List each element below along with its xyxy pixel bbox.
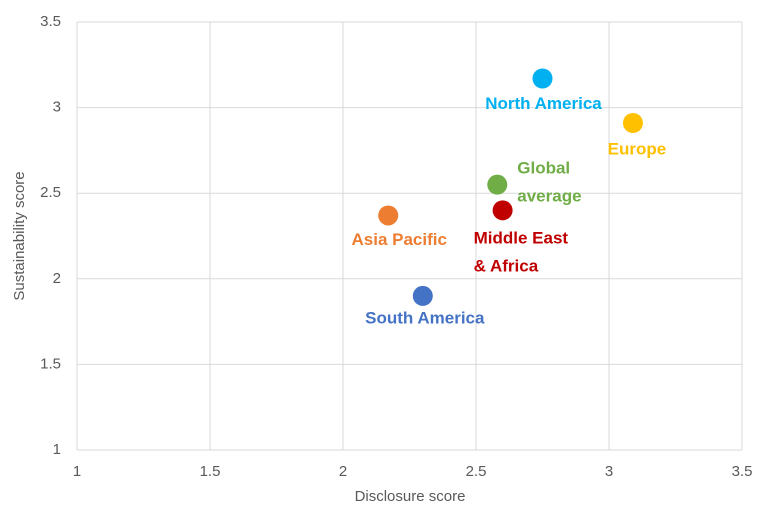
x-tick-label: 3 xyxy=(605,463,613,480)
point xyxy=(492,200,513,221)
x-tick-label: 1 xyxy=(73,463,81,480)
y-tick-label: 3 xyxy=(53,99,61,116)
x-tick-label: 1.5 xyxy=(200,463,221,480)
y-tick-label: 2 xyxy=(53,270,61,287)
x-tick-label: 2 xyxy=(339,463,347,480)
y-axis-label: Sustainability score xyxy=(11,171,28,300)
y-tick-label: 1 xyxy=(53,441,61,458)
point-label: Europe xyxy=(608,139,667,158)
x-tick-label: 2.5 xyxy=(466,463,487,480)
point xyxy=(487,174,508,195)
x-axis-label: Disclosure score xyxy=(355,488,466,505)
point xyxy=(532,68,553,89)
point-label: Middle East & Africa xyxy=(474,229,569,276)
y-tick-label: 2.5 xyxy=(40,184,61,201)
point-label: Asia Pacific xyxy=(351,230,446,249)
point xyxy=(378,205,399,226)
point-label: North America xyxy=(485,94,602,113)
point xyxy=(412,285,433,306)
y-tick-label: 1.5 xyxy=(40,355,61,372)
y-tick-label: 3.5 xyxy=(40,13,61,30)
point-label: Global average xyxy=(517,159,581,206)
x-tick-label: 3.5 xyxy=(732,463,753,480)
point xyxy=(622,113,643,134)
point-label: South America xyxy=(365,308,485,327)
